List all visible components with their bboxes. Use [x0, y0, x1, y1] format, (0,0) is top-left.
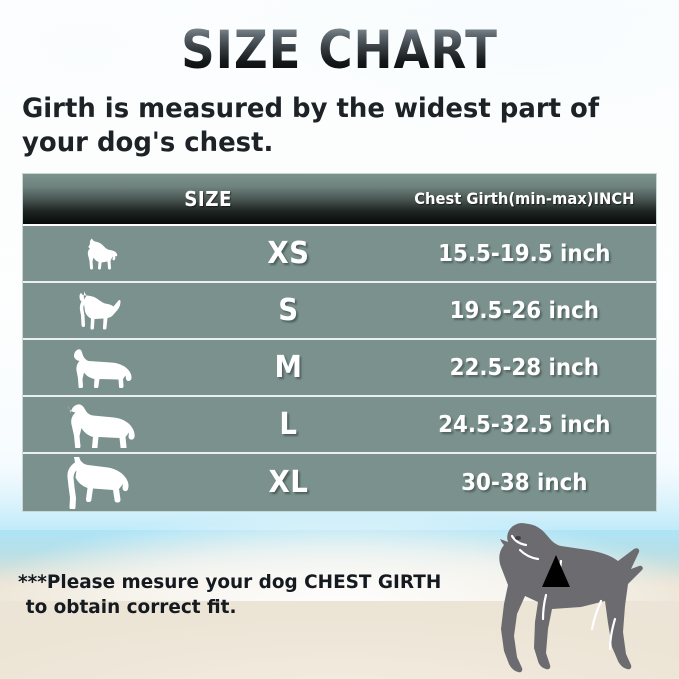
column-header-chest-girth-line1: Chest Girth — [414, 189, 509, 209]
chihuahua-dog-icon — [73, 290, 135, 331]
chest-girth-value: 22.5-28 inch — [449, 354, 600, 381]
chest-girth-value: 30-38 inch — [461, 469, 588, 496]
measurement-note: ***Please mesure your dog CHEST GIRTH to… — [18, 570, 474, 620]
size-label: XL — [268, 465, 309, 500]
chest-girth-value: 24.5-32.5 inch — [438, 411, 611, 438]
size-chart-table: SIZE Chest Girth (min-max)INCH XS 15.5-1… — [22, 173, 657, 512]
dachshund-dog-icon — [68, 348, 140, 388]
measurement-note-line1: ***Please mesure your dog CHEST GIRTH — [18, 571, 442, 593]
measurement-note-line2: to obtain correct fit. — [25, 596, 237, 619]
size-dog-icon-cell — [23, 283, 184, 338]
size-dog-icon-cell — [23, 340, 184, 395]
size-dog-icon-cell — [23, 226, 184, 281]
table-row: XS 15.5-19.5 inch — [23, 226, 656, 283]
labrador-dog-icon — [66, 402, 142, 448]
chest-girth-value: 19.5-26 inch — [449, 297, 600, 324]
column-header-chest-girth-line2: (min-max)INCH — [508, 189, 635, 209]
table-row: L 24.5-32.5 inch — [23, 397, 656, 454]
size-label: XS — [267, 236, 310, 271]
small-dog-icon — [77, 237, 131, 271]
page-title: SIZE CHART — [41, 24, 639, 77]
chest-girth-arrow-marker — [542, 555, 570, 587]
size-dog-icon-cell — [23, 397, 184, 452]
dog-eye — [515, 536, 521, 540]
table-header-row: SIZE Chest Girth (min-max)INCH — [23, 174, 656, 226]
column-header-size: SIZE — [184, 187, 233, 211]
column-header-chest-girth: Chest Girth (min-max)INCH — [404, 174, 646, 224]
table-row: M 22.5-28 inch — [23, 340, 656, 397]
page-subtitle: Girth is measured by the widest part of … — [22, 93, 600, 159]
dog-body-shape — [499, 523, 643, 673]
chest-girth-value: 15.5-19.5 inch — [438, 240, 611, 267]
pointer-dog-illustration — [460, 509, 675, 677]
table-row: XL 30-38 inch — [23, 454, 656, 511]
size-label: S — [278, 293, 300, 328]
great-dane-dog-icon — [65, 456, 143, 509]
size-label: M — [274, 350, 303, 385]
size-label: L — [279, 407, 298, 442]
size-dog-icon-cell — [23, 454, 184, 511]
table-row: S 19.5-26 inch — [23, 283, 656, 340]
